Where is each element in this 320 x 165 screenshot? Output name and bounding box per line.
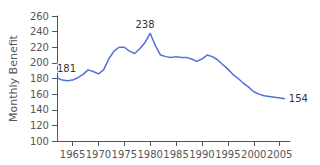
svg-text:Monthly Benefit: Monthly Benefit: [7, 34, 20, 122]
svg-text:240: 240: [30, 26, 49, 37]
svg-text:1980: 1980: [137, 149, 162, 160]
svg-text:180: 180: [30, 73, 49, 84]
svg-text:160: 160: [30, 89, 49, 100]
svg-text:100: 100: [30, 136, 49, 147]
svg-text:1970: 1970: [86, 149, 111, 160]
svg-text:220: 220: [30, 42, 49, 53]
svg-text:2005: 2005: [267, 149, 292, 160]
svg-text:1975: 1975: [112, 149, 137, 160]
svg-text:260: 260: [30, 11, 49, 22]
svg-text:140: 140: [30, 104, 49, 115]
svg-text:1990: 1990: [189, 149, 214, 160]
svg-text:1965: 1965: [60, 149, 85, 160]
svg-text:120: 120: [30, 120, 49, 131]
svg-text:2000: 2000: [241, 149, 266, 160]
svg-text:200: 200: [30, 57, 49, 68]
svg-text:181: 181: [57, 63, 76, 74]
svg-text:154: 154: [289, 93, 308, 104]
svg-text:238: 238: [135, 19, 154, 30]
svg-text:1985: 1985: [163, 149, 188, 160]
svg-text:1995: 1995: [215, 149, 240, 160]
